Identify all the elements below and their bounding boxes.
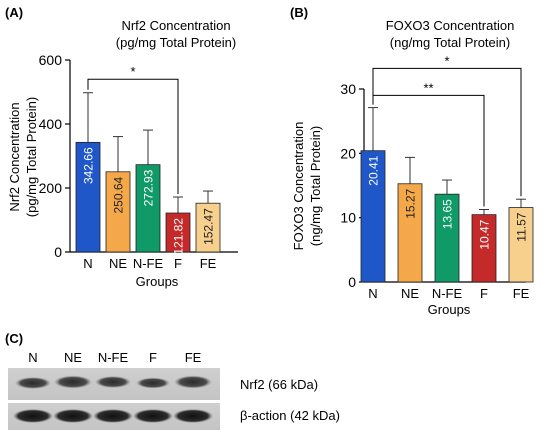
blot-band-nrf2 [15,377,51,389]
y-tick-label: 0 [54,244,62,260]
x-tick-label: FE [200,256,217,271]
panel-label-a: (A) [5,5,23,20]
data-label: 11.57 [515,212,529,241]
chart-b-ylabel: FOXO3 Concentration [291,122,306,251]
panel-label-b: (B) [290,5,308,20]
chart-b-ylabel-unit: (ng/mg Total Protein) [308,126,323,246]
significance-bracket [87,78,179,195]
x-tick-label: N [83,256,92,271]
significance-label: * [130,64,135,79]
x-tick-label: NE [401,286,419,301]
data-label: 250.64 [112,176,126,213]
data-label: 152.47 [202,208,216,245]
bar-fe [508,207,534,283]
chart-a-subtitle: (pg/mg Total Protein) [116,35,236,50]
chart-b-title: FOXO3 Concentration [386,18,515,33]
bar-ne [397,183,423,283]
chart-a-ylabel: Nrf2 Concentration [7,102,22,211]
bar-f [165,212,191,253]
blot-band-nrf2 [174,375,212,389]
data-label: 20.41 [367,155,381,185]
blot-band-actin [133,409,173,423]
bar-n [360,150,386,283]
blot-row-label-actin: β-action (42 kDa) [240,408,340,423]
bar-fe [195,202,221,253]
x-tick-label: FE [513,286,530,301]
x-tick-label: N-FE [432,286,463,301]
data-label: 342.66 [82,147,96,184]
blot-lane-label: FE [185,350,202,365]
x-tick-label: N-FE [133,256,164,271]
significance-label: ** [423,80,433,95]
blot-band-actin [93,409,133,423]
chart-b-subtitle: (ng/mg Total Protein) [390,35,510,50]
blot-band-actin [13,409,53,423]
y-tick-label: 200 [39,180,63,196]
x-tick-label: F [174,256,182,271]
blot-lane-label: N-FE [98,350,129,365]
chart-foxo3: FOXO3 Concentration (ng/mg Total Protein… [291,18,534,317]
bar-ne [105,171,131,253]
data-label: 15.27 [404,188,418,218]
chart-b-xlabel: Groups [428,302,471,317]
y-tick-label: 30 [340,81,356,97]
y-tick-label: 600 [39,52,63,68]
x-tick-label: NE [109,256,127,271]
western-blot: N NE N-FE F FE Nrf2 [8,350,340,430]
chart-a-title: Nrf2 Concentration [121,18,230,33]
x-tick-label: F [480,286,488,301]
blot-lane-label: NE [64,350,82,365]
bar-n [75,141,101,253]
blot-lane-label: F [149,350,157,365]
blot-band-actin [173,409,213,423]
data-label: 272.93 [142,169,156,206]
bar-n-fe [135,164,161,253]
y-tick-label: 400 [39,116,63,132]
blot-band-nrf2 [54,375,92,389]
blot-band-nrf2 [95,376,131,388]
chart-nrf2: Nrf2 Concentration (pg/mg Total Protein)… [7,18,238,289]
chart-a-xlabel: Groups [136,274,179,289]
data-label: 121.82 [172,218,186,255]
bar-n-fe [434,193,460,283]
bar-f [471,214,497,283]
significance-bracket [372,67,522,197]
x-tick-label: N [368,286,377,301]
significance-label: * [444,53,449,68]
blot-lane-label: N [28,350,37,365]
blot-band-nrf2 [136,377,170,389]
data-label: 10.47 [478,219,492,249]
y-tick-label: 10 [340,210,356,226]
y-tick-label: 0 [348,274,356,290]
y-tick-label: 20 [340,145,356,161]
chart-a-ylabel-unit: (pg/mg Total Protein) [24,97,39,217]
data-label: 13.65 [441,199,455,229]
panel-label-c: (C) [5,331,23,346]
significance-bracket [372,94,485,207]
blot-band-actin [53,409,93,423]
blot-row-label-nrf2: Nrf2 (66 kDa) [240,377,318,392]
